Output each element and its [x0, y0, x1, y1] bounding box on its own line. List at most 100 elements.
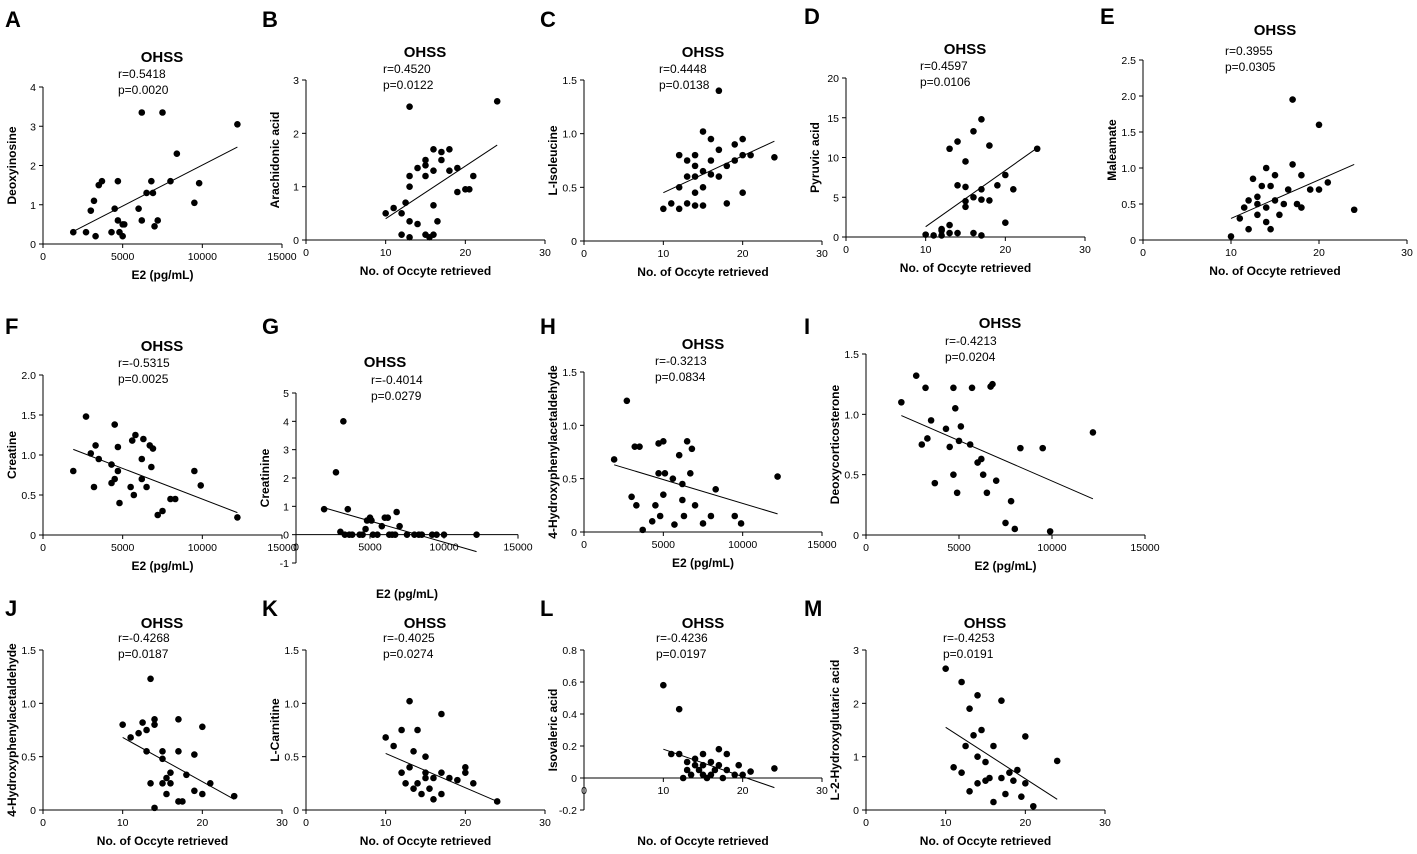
data-point — [675, 184, 683, 191]
panel-letter: L — [540, 596, 553, 621]
data-point — [707, 758, 715, 766]
data-point — [1018, 793, 1025, 800]
data-point — [149, 445, 157, 452]
data-point — [946, 443, 953, 451]
data-point — [82, 413, 90, 420]
data-point — [199, 723, 206, 731]
data-point — [111, 475, 118, 483]
data-point — [434, 218, 441, 225]
x-axis-label: E2 (pg/mL) — [376, 587, 438, 601]
data-point — [151, 223, 158, 230]
data-point — [983, 489, 991, 497]
x-tick-label: 10000 — [1037, 542, 1066, 554]
data-point — [406, 103, 413, 110]
y-tick-label: 4 — [30, 82, 36, 94]
data-point — [974, 753, 981, 760]
data-point — [978, 196, 985, 203]
data-point — [739, 135, 746, 143]
data-point — [1262, 218, 1270, 226]
regression-line — [663, 140, 775, 194]
y-axis-label: Creatinine — [258, 448, 272, 507]
data-point — [127, 483, 134, 491]
data-point — [639, 526, 647, 534]
y-tick-label: 1.5 — [562, 75, 577, 87]
data-point — [111, 205, 118, 212]
data-point — [715, 173, 723, 180]
data-point — [473, 531, 480, 538]
r-value: r=-0.4213 — [945, 334, 997, 348]
data-point — [92, 232, 99, 240]
data-point — [1030, 802, 1037, 810]
data-point — [406, 234, 413, 241]
y-tick-label: 1.5 — [21, 410, 36, 422]
data-point — [148, 463, 155, 471]
data-point — [454, 776, 461, 784]
y-tick-label: 1 — [30, 200, 36, 212]
data-point — [953, 489, 961, 497]
y-tick-label: 2 — [283, 473, 289, 485]
data-point — [191, 787, 198, 795]
data-point — [699, 761, 707, 769]
data-point — [962, 183, 969, 191]
y-tick-label: 0 — [293, 805, 299, 817]
data-point — [1271, 171, 1279, 179]
data-point — [723, 766, 731, 774]
data-point — [1271, 197, 1279, 204]
data-point — [1289, 161, 1296, 168]
data-point — [119, 721, 126, 728]
data-point — [384, 514, 392, 521]
x-tick-label: 5000 — [947, 542, 971, 554]
data-point — [723, 750, 731, 758]
data-point — [660, 681, 667, 689]
regression-line — [901, 415, 1094, 500]
data-point — [1033, 145, 1041, 153]
x-tick-label: 10000 — [429, 542, 458, 554]
data-point — [918, 441, 926, 448]
data-point — [151, 716, 158, 723]
y-tick-label: 2 — [853, 698, 859, 710]
y-tick-label: -1 — [280, 558, 289, 570]
data-point — [715, 146, 723, 154]
y-axis-label: Isovaleric acid — [546, 689, 560, 772]
data-point — [368, 517, 375, 524]
data-point — [114, 467, 122, 475]
x-axis-label: No. of Occyte retrieved — [900, 261, 1031, 275]
data-point — [669, 475, 677, 482]
x-tick-label: 0 — [581, 539, 587, 551]
data-point — [771, 765, 778, 772]
data-point — [1002, 790, 1009, 798]
data-point — [958, 769, 965, 776]
data-point — [683, 200, 691, 207]
data-point — [655, 470, 662, 477]
x-tick-label: 30 — [1401, 247, 1413, 259]
y-tick-label: 0.2 — [562, 741, 577, 753]
data-point — [1306, 186, 1314, 193]
y-axis-label: Creatine — [5, 431, 19, 479]
data-point — [154, 217, 162, 224]
data-point — [167, 495, 174, 503]
panel-letter: E — [1100, 4, 1115, 29]
data-point — [143, 726, 150, 734]
panel-letter: G — [262, 314, 279, 339]
data-point — [1240, 204, 1248, 211]
y-tick-label: 0.6 — [562, 677, 577, 689]
data-point — [656, 512, 664, 520]
data-point — [173, 150, 181, 158]
data-point — [942, 425, 950, 433]
data-point — [147, 675, 154, 683]
y-tick-label: 0 — [30, 805, 36, 817]
x-tick-label: 0 — [293, 542, 299, 554]
data-point — [132, 431, 139, 439]
data-point — [207, 780, 214, 787]
x-axis-label: E2 (pg/mL) — [975, 559, 1037, 573]
data-point — [148, 177, 155, 185]
data-point — [1298, 171, 1305, 179]
r-value: r=-0.4236 — [656, 631, 708, 645]
y-axis-label: Deoxyinosine — [5, 126, 19, 204]
data-point — [691, 162, 699, 170]
data-point — [699, 184, 707, 191]
data-point — [1245, 197, 1252, 204]
